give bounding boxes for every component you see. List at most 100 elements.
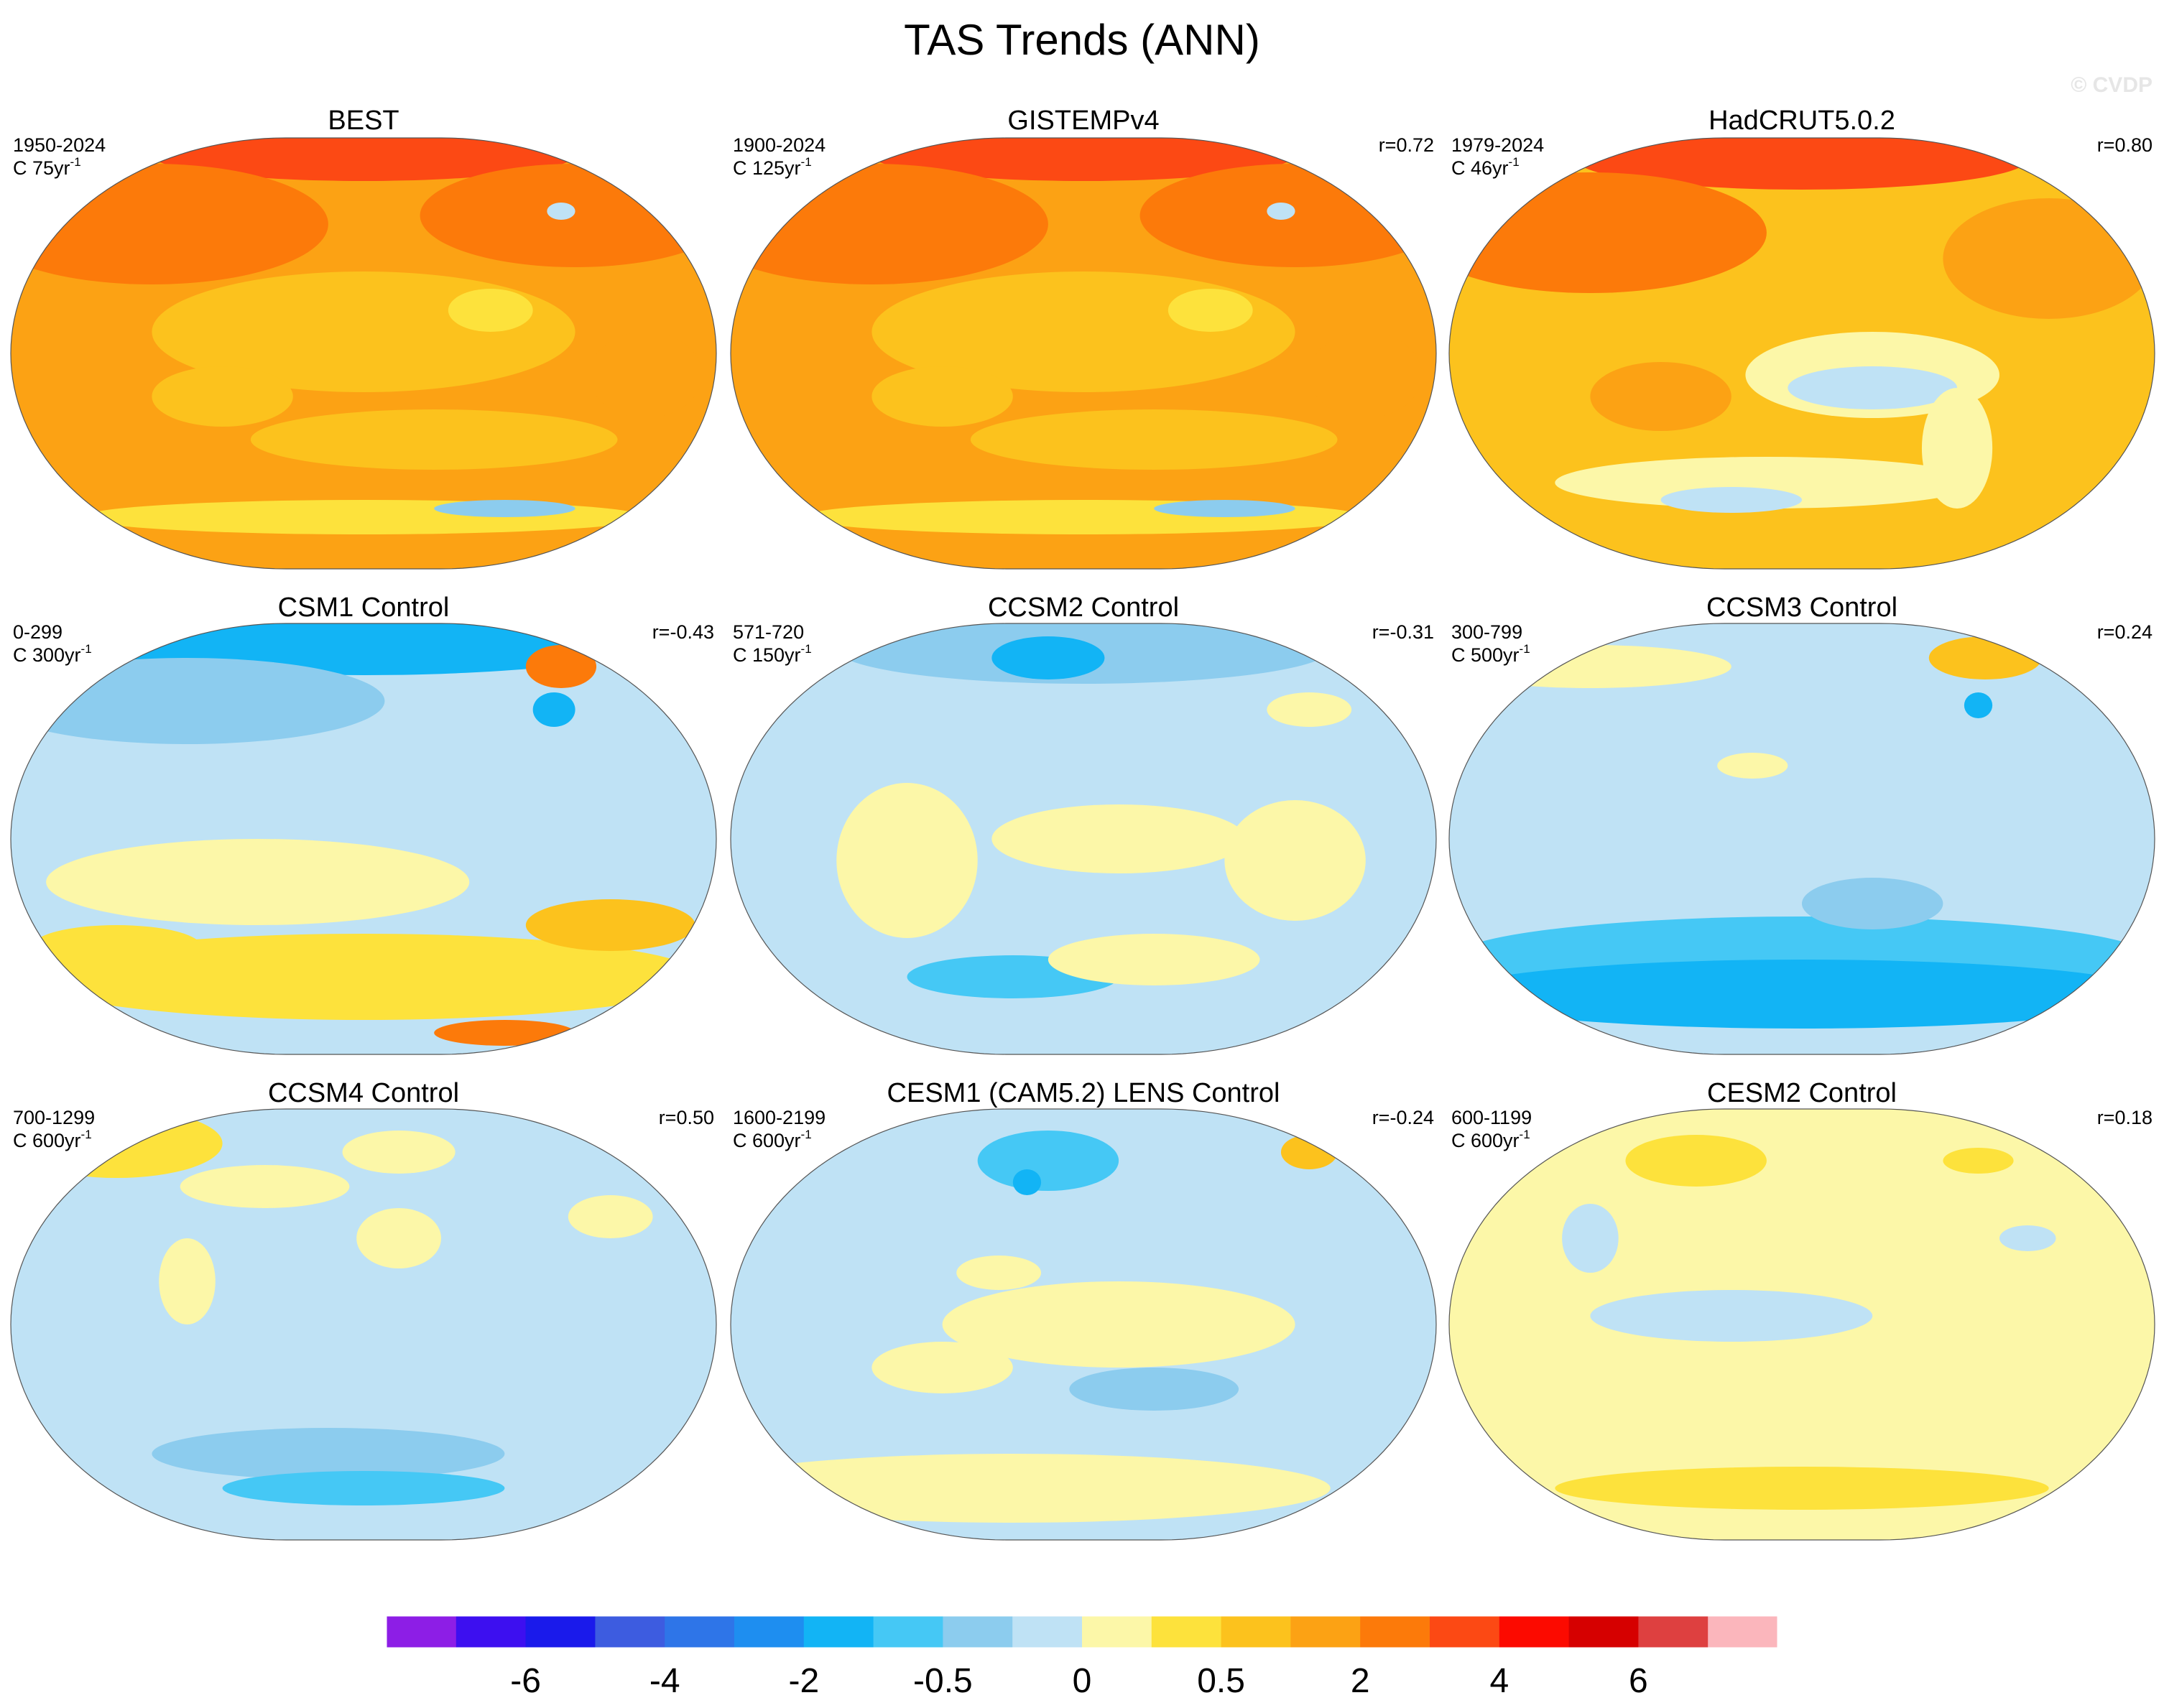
panel-length: C 500yr-1 — [1451, 642, 1530, 666]
colorbar-swatch — [1638, 1616, 1708, 1648]
panel-length-value: C 600yr — [733, 1130, 801, 1151]
colorbar-swatch — [387, 1616, 457, 1648]
colorbar-tick-label: 0 — [1073, 1662, 1092, 1700]
coastline — [871, 1024, 1295, 1033]
coastline — [2056, 1238, 2127, 1376]
colorbar-tick-label: 6 — [1629, 1662, 1648, 1700]
coastline — [921, 371, 1013, 440]
trend-contour — [1576, 138, 2028, 190]
coastline — [1590, 1024, 2013, 1033]
trend-contour — [1788, 366, 1958, 409]
panel-length: C 600yr-1 — [13, 1128, 92, 1151]
coastline — [1338, 267, 1408, 405]
panel-correlation: r=0.50 — [659, 1107, 714, 1128]
coastline — [53, 224, 194, 345]
coastline — [773, 224, 914, 345]
coastline — [1640, 371, 1731, 440]
colorbar-tick-label: -2 — [788, 1662, 819, 1700]
coastline — [618, 267, 688, 405]
colorbar-swatch — [1499, 1616, 1570, 1648]
trend-field — [731, 623, 1436, 1054]
colorbar-swatch — [734, 1616, 805, 1648]
panel-length: C 300yr-1 — [13, 642, 92, 666]
panel-title: HadCRUT5.0.2 — [1708, 106, 1895, 136]
coastline — [1640, 856, 1731, 925]
panel-title: BEST — [328, 106, 399, 136]
trend-contour — [970, 409, 1338, 470]
coastline — [1239, 839, 1295, 960]
coastline — [152, 1510, 575, 1518]
map-border — [1448, 137, 2155, 570]
trend-contour — [956, 1256, 1042, 1290]
colorbar-swatch — [1082, 1616, 1152, 1648]
panel-length-value: C 150yr — [733, 644, 801, 666]
colorbar-tick-label: 0.5 — [1197, 1662, 1245, 1700]
trend-contour — [46, 839, 470, 925]
coastlines — [773, 701, 1408, 1033]
coastlines — [1492, 215, 2127, 547]
watermark: © CVDP — [2071, 73, 2153, 97]
trend-contour — [991, 636, 1105, 679]
coastline — [152, 1024, 575, 1033]
colorbar-swatch — [943, 1616, 1013, 1648]
trend-contour — [159, 1238, 216, 1324]
colorbar-tick-label: 2 — [1351, 1662, 1370, 1700]
coastline — [1887, 215, 1985, 328]
panel-length-superscript: -1 — [1520, 642, 1530, 656]
coastline — [1590, 1510, 2013, 1518]
colorbar-swatch — [456, 1616, 527, 1648]
trend-contour — [1802, 878, 1943, 929]
figure-title: TAS Trends (ANN) — [904, 16, 1260, 64]
trend-contour — [1625, 1135, 1767, 1187]
trend-contour — [836, 783, 978, 938]
colorbar-swatch — [1708, 1616, 1778, 1648]
trend-field — [1449, 1109, 2155, 1540]
coastline — [773, 1195, 914, 1316]
colorbar-tick-label: -4 — [649, 1662, 680, 1700]
panel-years: 1950-2024 — [13, 134, 106, 156]
trend-contour — [1999, 1225, 2056, 1251]
panel-length: C 46yr-1 — [1451, 155, 1520, 179]
map-border — [730, 137, 1437, 570]
trend-contour — [1660, 487, 1802, 513]
coastline — [1640, 1342, 1731, 1411]
colorbar-swatch — [665, 1616, 735, 1648]
colorbar-swatch — [803, 1616, 874, 1648]
trend-contour — [32, 925, 202, 968]
trend-contour — [434, 1020, 575, 1046]
trend-contour — [1069, 1368, 1239, 1411]
trend-contour — [525, 645, 597, 688]
panel-length-superscript: -1 — [801, 155, 812, 169]
coastline — [201, 856, 293, 925]
trend-contour — [871, 366, 1013, 427]
coastline — [921, 1342, 1013, 1411]
colorbar-swatch — [1221, 1616, 1291, 1648]
panel-correlation: r=0.80 — [2097, 134, 2153, 156]
coastline — [1168, 1187, 1267, 1299]
trend-contour — [942, 1281, 1295, 1368]
coastline — [871, 1510, 1295, 1518]
panel-length-superscript: -1 — [801, 642, 812, 656]
panel-correlation: r=-0.43 — [652, 621, 714, 643]
colorbar-swatch — [1430, 1616, 1500, 1648]
coastline — [1168, 701, 1267, 813]
map-border — [1448, 623, 2155, 1055]
trend-contour — [250, 409, 618, 470]
panel-length-value: C 600yr — [1451, 1130, 1520, 1151]
coastlines — [53, 701, 688, 1033]
colorbar-swatch — [1568, 1616, 1639, 1648]
trend-contour — [731, 164, 1048, 284]
panel-length: C 150yr-1 — [733, 642, 812, 666]
trend-field — [1449, 623, 2155, 1054]
trend-contour — [152, 1428, 505, 1480]
trend-field — [1449, 138, 2155, 569]
colorbar-swatch — [595, 1616, 665, 1648]
panel-correlation: r=0.18 — [2097, 1107, 2153, 1128]
trend-contour — [547, 203, 575, 220]
colorbar-swatch — [1290, 1616, 1361, 1648]
trend-contour — [1267, 692, 1352, 727]
